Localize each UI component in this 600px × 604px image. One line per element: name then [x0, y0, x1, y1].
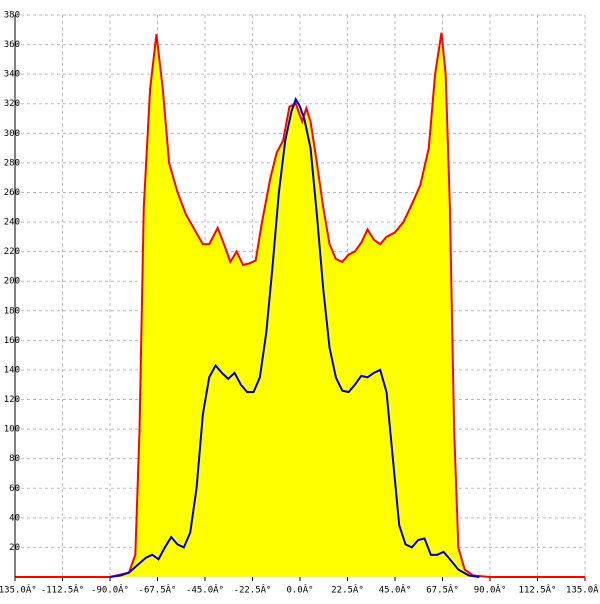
y-tick-label: 300 [4, 129, 20, 139]
x-tick-label: 135.0Â° [566, 584, 600, 596]
y-tick-label: 140 [4, 365, 20, 375]
line [109, 96, 480, 578]
x-tick-label: -90.0Â° [91, 584, 129, 596]
y-tick-label: 380 [4, 11, 20, 21]
y-tick-label: 360 [4, 40, 20, 50]
x-tick-label: 112.5Â° [519, 584, 557, 596]
y-tick-label: 260 [4, 188, 20, 198]
area [15, 32, 585, 577]
y-tick-label: 320 [4, 99, 20, 109]
x-tick-label: 45.0Â° [379, 584, 412, 596]
x-tick-label: -22.5Â° [234, 584, 272, 596]
y-tick-label: 120 [4, 395, 20, 405]
x-tick-label: -112.5Â° [41, 584, 84, 596]
y-tick-label: 340 [4, 70, 20, 80]
y-tick-label: 100 [4, 425, 20, 435]
x-tick-label: 0.0Â° [286, 584, 313, 596]
x-tick-label: 90.0Â° [474, 584, 507, 596]
y-tick-label: 200 [4, 277, 20, 287]
y-tick-label: 160 [4, 336, 20, 346]
x-tick-label: -135.0Â° [0, 584, 37, 596]
y-tick-label: 240 [4, 218, 20, 228]
y-tick-label: 180 [4, 306, 20, 316]
x-tick-label: -67.5Â° [139, 584, 177, 596]
x-tick-label: -45.0Â° [186, 584, 224, 596]
x-tick-label: 22.5Â° [331, 584, 364, 596]
y-tick-label: 220 [4, 247, 20, 257]
y-tick-label: 280 [4, 158, 20, 168]
line [15, 32, 585, 578]
x-tick-label: 67.5Â° [426, 584, 459, 596]
